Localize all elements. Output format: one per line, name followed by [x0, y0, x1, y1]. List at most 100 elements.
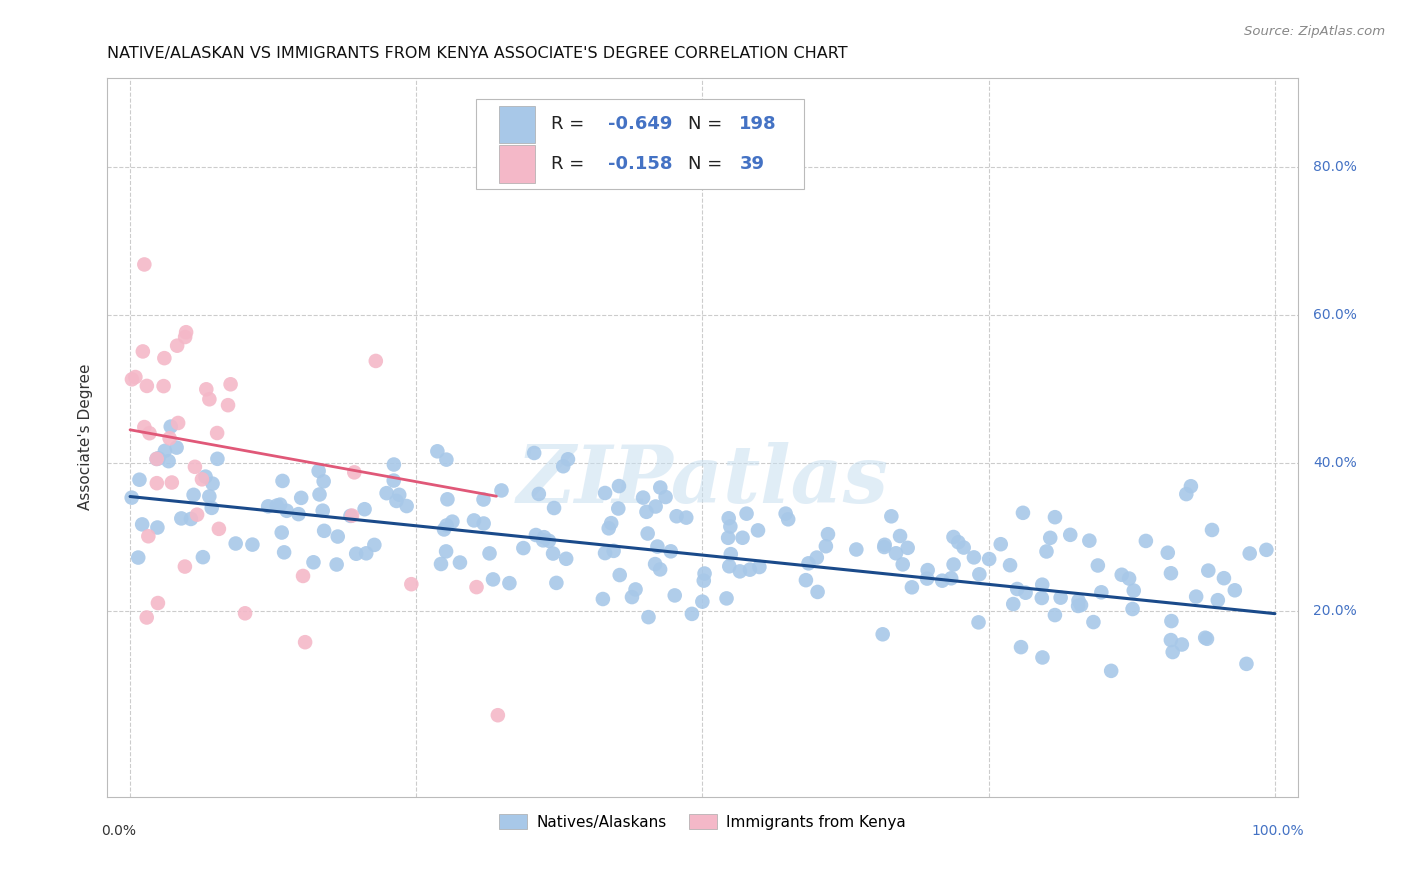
Point	[145, 451, 167, 466]
Point	[486, 708, 509, 723]
Point	[1067, 599, 1090, 613]
Point	[354, 546, 377, 560]
Point	[650, 481, 672, 495]
Point	[343, 466, 366, 480]
Point	[636, 505, 658, 519]
Point	[128, 473, 150, 487]
Point	[967, 615, 990, 630]
Point	[692, 594, 714, 608]
Point	[797, 557, 820, 571]
Point	[693, 574, 716, 588]
Text: ZIPatlas: ZIPatlas	[516, 442, 889, 519]
Point	[931, 574, 953, 588]
Point	[794, 573, 817, 587]
Point	[592, 592, 614, 607]
Point	[436, 518, 458, 533]
Point	[1070, 598, 1092, 612]
Point	[326, 530, 349, 544]
Point	[1206, 593, 1229, 607]
Point	[276, 504, 298, 518]
Point	[269, 498, 291, 512]
Point	[225, 536, 247, 550]
Point	[1171, 638, 1194, 652]
FancyBboxPatch shape	[499, 106, 534, 143]
Point	[174, 325, 197, 339]
Point	[593, 486, 616, 500]
Point	[191, 472, 214, 486]
Point	[426, 444, 449, 458]
Point	[675, 510, 697, 524]
Point	[1083, 615, 1105, 629]
Point	[654, 490, 676, 504]
Point	[1122, 602, 1144, 616]
Text: 100.0%: 100.0%	[1251, 824, 1303, 838]
Point	[201, 500, 224, 515]
Point	[166, 441, 188, 455]
Point	[731, 531, 754, 545]
Point	[434, 544, 457, 558]
Point	[533, 530, 555, 544]
Point	[131, 517, 153, 532]
Legend: Natives/Alaskans, Immigrants from Kenya: Natives/Alaskans, Immigrants from Kenya	[494, 807, 911, 836]
Text: 39: 39	[740, 155, 765, 173]
Point	[180, 512, 202, 526]
Text: R =: R =	[551, 155, 591, 173]
Point	[607, 501, 630, 516]
Point	[364, 354, 387, 368]
Point	[602, 544, 624, 558]
Point	[942, 530, 965, 544]
Point	[541, 547, 564, 561]
Point	[1059, 528, 1081, 542]
Point	[537, 533, 560, 548]
Text: -0.158: -0.158	[609, 155, 673, 173]
Point	[963, 550, 986, 565]
Point	[146, 520, 169, 534]
Point	[491, 483, 513, 498]
Point	[166, 339, 188, 353]
Point	[287, 507, 309, 521]
Point	[990, 537, 1012, 551]
Point	[183, 488, 205, 502]
Point	[430, 557, 453, 571]
Point	[1049, 591, 1071, 605]
Point	[873, 540, 896, 554]
Point	[735, 507, 758, 521]
Point	[778, 512, 800, 526]
Point	[1039, 531, 1062, 545]
Point	[531, 533, 554, 548]
Point	[1035, 544, 1057, 558]
Point	[145, 451, 167, 466]
Point	[609, 568, 631, 582]
Point	[717, 531, 740, 545]
Y-axis label: Associate's Degree: Associate's Degree	[79, 364, 93, 510]
Point	[308, 487, 330, 501]
Point	[375, 486, 398, 500]
Point	[1090, 585, 1112, 599]
Point	[170, 511, 193, 525]
Point	[969, 567, 991, 582]
Point	[173, 559, 195, 574]
FancyBboxPatch shape	[499, 145, 534, 183]
Point	[942, 558, 965, 572]
Point	[557, 452, 579, 467]
Point	[153, 443, 176, 458]
Point	[121, 491, 143, 505]
Point	[546, 575, 568, 590]
Point	[1014, 585, 1036, 599]
Point	[441, 515, 464, 529]
Point	[290, 491, 312, 505]
Point	[553, 459, 575, 474]
Point	[543, 501, 565, 516]
FancyBboxPatch shape	[477, 99, 804, 189]
Point	[1213, 571, 1236, 585]
Point	[1031, 650, 1053, 665]
Point	[205, 425, 228, 440]
Point	[1160, 614, 1182, 628]
Point	[889, 529, 911, 543]
Point	[242, 538, 264, 552]
Point	[124, 370, 146, 384]
Point	[845, 542, 868, 557]
Point	[201, 476, 224, 491]
Point	[527, 487, 550, 501]
Point	[395, 499, 418, 513]
